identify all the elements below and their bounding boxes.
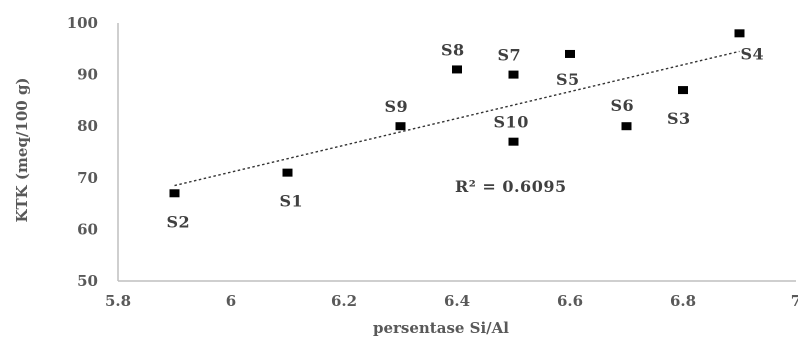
data-point-s2 bbox=[169, 189, 180, 198]
data-point-s1 bbox=[282, 168, 293, 177]
y-tick-label: 60 bbox=[77, 220, 98, 238]
x-tick-label: 6.4 bbox=[444, 292, 470, 310]
data-point-s3 bbox=[678, 86, 688, 95]
point-label-s4: S4 bbox=[741, 44, 765, 63]
axes bbox=[117, 23, 796, 282]
point-label-s6: S6 bbox=[611, 96, 635, 115]
y-tick-label: 50 bbox=[77, 272, 98, 290]
trendline-group bbox=[174, 50, 740, 187]
x-tick-label: 5.8 bbox=[105, 292, 131, 310]
data-point-s7 bbox=[508, 70, 519, 79]
y-tick-label: 80 bbox=[77, 117, 98, 135]
r-squared-annotation: R² = 0.6095 bbox=[455, 177, 567, 196]
point-label-s10: S10 bbox=[494, 113, 529, 132]
y-tick-label: 100 bbox=[67, 14, 98, 32]
point-label-s9: S9 bbox=[385, 97, 409, 116]
x-tick-label: 6.6 bbox=[557, 292, 583, 310]
trendline bbox=[174, 50, 740, 187]
point-label-s1: S1 bbox=[280, 192, 304, 211]
tick-labels: 5.8 6 6.2 6.4 6.6 6.8 7 50 60 70 80 90 100 bbox=[67, 14, 798, 310]
data-point-s10 bbox=[508, 137, 519, 146]
point-label-s8: S8 bbox=[441, 40, 465, 59]
point-label-s2: S2 bbox=[167, 212, 191, 231]
data-points bbox=[169, 29, 745, 198]
data-point-s8 bbox=[452, 65, 462, 74]
x-axis-title: persentase Si/Al bbox=[373, 319, 509, 337]
point-label-s7: S7 bbox=[498, 46, 522, 65]
point-label-s3: S3 bbox=[667, 109, 691, 128]
point-label-s5: S5 bbox=[556, 70, 580, 89]
data-point-s5 bbox=[565, 49, 575, 58]
x-tick-label: 6.8 bbox=[670, 292, 696, 310]
x-tick-label: 7 bbox=[791, 292, 798, 310]
data-point-s6 bbox=[621, 122, 632, 131]
x-tick-label: 6.2 bbox=[331, 292, 357, 310]
point-labels: S1 S2 S3 S4 S5 S6 S7 S8 S9 S10 bbox=[167, 40, 765, 231]
y-axis-title: KTK (meq/100 g) bbox=[13, 77, 31, 222]
y-tick-label: 90 bbox=[77, 66, 98, 84]
data-point-s4 bbox=[734, 29, 745, 38]
data-point-s9 bbox=[395, 122, 406, 131]
y-tick-label: 70 bbox=[77, 169, 98, 187]
x-tick-label: 6 bbox=[226, 292, 236, 310]
